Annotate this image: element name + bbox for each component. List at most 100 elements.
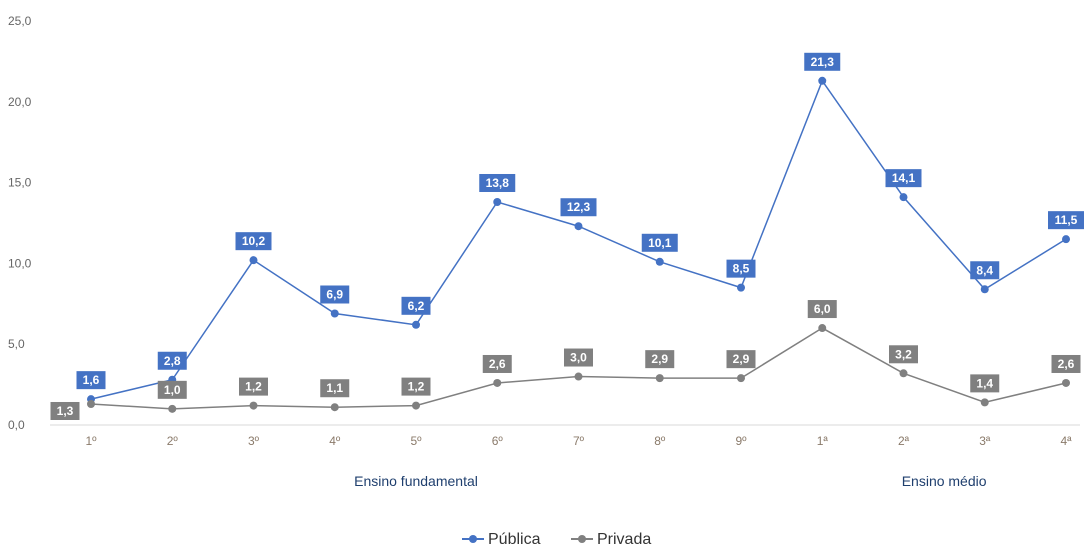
- data-label-box: [804, 52, 841, 71]
- data-point: [1062, 235, 1070, 244]
- data-point: [493, 197, 502, 206]
- data-label-box: [726, 259, 756, 278]
- data-label: 10,2: [242, 234, 266, 248]
- x-tick-label: 1ª: [817, 434, 829, 448]
- x-tick-label: 2ª: [898, 434, 910, 448]
- data-point: [330, 403, 339, 412]
- data-point: [412, 320, 420, 329]
- data-label: 3,2: [895, 347, 912, 361]
- data-label: 3,0: [570, 351, 587, 365]
- y-tick-label: 0,0: [8, 418, 25, 432]
- x-tick-label: 5º: [410, 434, 422, 448]
- data-label-box: [320, 379, 350, 398]
- data-point: [412, 401, 420, 410]
- data-point: [655, 257, 664, 266]
- data-label: 1,6: [83, 373, 100, 387]
- data-label-box: [320, 285, 350, 304]
- data-label: 6,2: [408, 299, 425, 313]
- data-label: 2,9: [733, 352, 750, 366]
- data-label-box: [157, 380, 187, 399]
- legend-label: Privada: [597, 531, 651, 548]
- data-label-box: [401, 296, 431, 315]
- data-label-box: [479, 173, 516, 192]
- data-label: 6,9: [326, 287, 343, 301]
- data-point: [330, 309, 339, 318]
- data-label: 1,0: [164, 383, 181, 397]
- data-point: [87, 399, 95, 408]
- data-label-box: [970, 261, 1000, 280]
- legend-marker: [578, 535, 586, 543]
- data-label-box: [645, 350, 675, 369]
- data-label-box: [970, 374, 1000, 393]
- data-point: [574, 372, 583, 381]
- data-label: 8,4: [976, 263, 993, 277]
- data-label-box: [50, 401, 80, 420]
- data-label-box: [401, 377, 431, 396]
- data-label: 13,8: [486, 176, 510, 190]
- data-label-box: [1048, 211, 1084, 230]
- data-label-box: [807, 300, 837, 319]
- data-point: [1062, 378, 1070, 387]
- data-point: [249, 401, 258, 410]
- legend-marker: [469, 535, 477, 543]
- data-label-box: [239, 377, 268, 396]
- data-label: 6,0: [814, 302, 831, 316]
- x-tick-label: 9º: [735, 434, 747, 448]
- data-label-box: [564, 348, 593, 367]
- data-label: 2,6: [489, 357, 506, 371]
- data-label-box: [560, 198, 597, 217]
- data-label-box: [726, 350, 756, 369]
- data-point: [818, 76, 827, 85]
- data-label: 21,3: [811, 55, 835, 69]
- data-label-box: [889, 345, 918, 364]
- data-point: [249, 256, 258, 265]
- data-label-box: [76, 371, 106, 390]
- data-label-box: [885, 169, 922, 188]
- data-label-box: [157, 351, 187, 370]
- x-tick-label: 1º: [85, 434, 97, 448]
- y-tick-label: 15,0: [8, 176, 32, 190]
- data-label: 1,4: [976, 376, 993, 390]
- x-tick-label: 7º: [573, 434, 585, 448]
- x-tick-label: 4ª: [1060, 434, 1072, 448]
- data-label: 10,1: [648, 236, 672, 250]
- data-label: 1,3: [57, 404, 74, 418]
- data-label-box: [235, 232, 272, 251]
- data-label: 1,2: [408, 380, 425, 394]
- x-tick-label: 2º: [167, 434, 179, 448]
- x-tick-label: 8º: [654, 434, 666, 448]
- x-tick-label: 3ª: [979, 434, 991, 448]
- data-point: [980, 285, 989, 294]
- data-label: 1,1: [326, 381, 343, 395]
- series-line: [90, 327, 1067, 410]
- data-label: 2,6: [1058, 357, 1075, 371]
- data-label: 11,5: [1055, 213, 1078, 227]
- data-point: [980, 398, 989, 407]
- data-label-box: [482, 354, 512, 373]
- data-label: 14,1: [892, 171, 916, 185]
- group-label: Ensino fundamental: [354, 473, 478, 489]
- y-tick-label: 10,0: [8, 256, 32, 270]
- data-point: [899, 369, 908, 378]
- data-point: [655, 374, 664, 383]
- y-tick-label: 25,0: [8, 14, 32, 28]
- data-point: [737, 374, 745, 383]
- data-point: [818, 324, 827, 333]
- legend-label: Pública: [488, 531, 541, 548]
- x-tick-label: 4º: [329, 434, 341, 448]
- data-label-box: [1051, 354, 1081, 373]
- data-label: 1,2: [245, 380, 262, 394]
- x-tick-label: 3º: [248, 434, 260, 448]
- data-point: [737, 283, 745, 292]
- data-point: [574, 222, 583, 231]
- y-tick-label: 5,0: [8, 337, 25, 351]
- data-label: 2,8: [164, 354, 181, 368]
- data-label: 12,3: [567, 200, 591, 214]
- data-point: [493, 378, 502, 387]
- x-tick-label: 6º: [492, 434, 504, 448]
- data-label-box: [641, 233, 678, 252]
- data-label: 2,9: [651, 352, 668, 366]
- data-label: 8,5: [733, 262, 750, 276]
- data-point: [168, 404, 177, 413]
